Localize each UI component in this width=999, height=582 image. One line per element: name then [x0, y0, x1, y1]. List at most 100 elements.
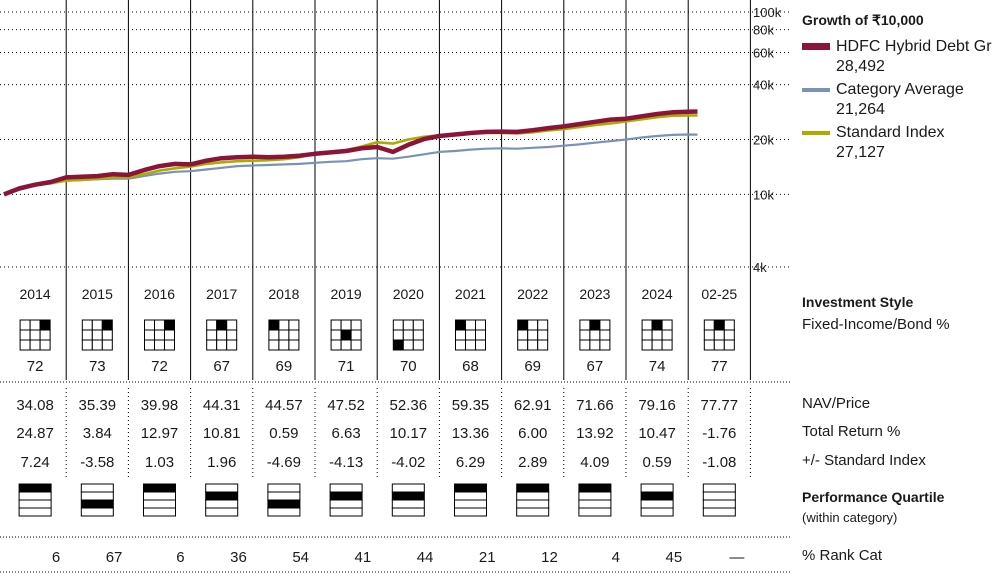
fixed-income-pct: 77 [711, 358, 728, 375]
style-box [330, 319, 362, 351]
rank-value: 44 [417, 549, 434, 566]
quartile-box-row [702, 499, 736, 509]
quartile-box-row [702, 491, 736, 501]
style-box-cell [216, 319, 228, 331]
style-box-cell [278, 319, 290, 331]
quartile-box-row [640, 483, 674, 493]
style-box-cell [226, 319, 238, 331]
row-value: -4.13 [329, 454, 363, 471]
row-value: 3.84 [83, 425, 112, 442]
performance-quartile-label: Performance Quartile [802, 489, 945, 505]
fixed-income-pct: 69 [524, 358, 541, 375]
row-value: 0.59 [269, 425, 298, 442]
legend-entry-index: Standard Index 27,127 [802, 123, 997, 163]
style-box-cell [713, 329, 725, 341]
fixed-income-pct: 68 [462, 358, 479, 375]
style-box-cell [402, 339, 414, 351]
investment-style-sublabel: Fixed-Income/Bond % [802, 316, 950, 333]
style-box-cell [579, 319, 591, 331]
investment-style-label: Investment Style [802, 294, 914, 310]
row-value: 13.36 [452, 425, 490, 442]
style-box-cell [527, 329, 539, 341]
style-box-cell [144, 329, 155, 341]
rank-value: 6 [52, 549, 60, 566]
style-box-cell [101, 319, 113, 331]
row-value: 13.92 [576, 425, 614, 442]
style-box-cell [412, 339, 424, 351]
style-box-cell [392, 329, 404, 341]
quartile-box-row [267, 507, 301, 517]
quartile-box-row [516, 499, 550, 509]
style-box-cell [651, 319, 663, 331]
style-box-cell [537, 329, 549, 341]
style-box-cell [350, 329, 362, 341]
rank-value: 21 [479, 549, 496, 566]
year-label-2016: 2016 [144, 286, 175, 302]
style-box-cell [465, 339, 476, 351]
row-value: 12.97 [141, 425, 179, 442]
style-box-cell [39, 319, 51, 331]
row-value: 44.31 [203, 397, 241, 414]
quartile-box-row [143, 507, 176, 517]
quartile-box-row [267, 499, 301, 509]
rank-value: 12 [541, 549, 558, 566]
quartile-box-row [143, 483, 176, 493]
style-box-cell [39, 339, 51, 351]
style-box-cell [101, 329, 113, 341]
fixed-income-pct: 72 [27, 358, 44, 375]
style-box-cell [29, 339, 41, 351]
style-box-cell [465, 329, 476, 341]
style-box-cell [517, 339, 529, 351]
row-value: 0.59 [642, 454, 671, 471]
style-box-cell [19, 329, 31, 341]
style-box-cell [144, 339, 155, 351]
style-box-cell [537, 319, 549, 331]
legend-swatch-hdfc [802, 43, 830, 50]
legend-label-category: Category Average [836, 81, 964, 98]
quartile-box-row [454, 507, 487, 517]
y-tick-60k: 60k [753, 45, 774, 60]
quartile-box-row [80, 483, 114, 493]
style-box-cell [91, 339, 103, 351]
style-box-cell [19, 319, 31, 331]
style-box-cell [278, 339, 290, 351]
quartile-box-row [329, 483, 363, 493]
legend-value-hdfc: 28,492 [836, 58, 885, 75]
row-value: 71.66 [576, 397, 614, 414]
quartile-box-row [143, 499, 176, 509]
legend-value-index: 27,127 [836, 144, 885, 161]
style-box-cell [154, 329, 165, 341]
row-value: 79.16 [638, 397, 676, 414]
y-tick-4k: 4k [753, 260, 767, 275]
fixed-income-pct: 73 [89, 358, 106, 375]
style-box-cell [641, 329, 653, 341]
style-box-cell [39, 329, 51, 341]
row-value: 39.98 [141, 397, 179, 414]
rank-value: 54 [292, 549, 309, 566]
legend-value-category: 21,264 [836, 101, 885, 118]
quartile-box-row [329, 491, 363, 501]
row-value: -4.69 [267, 454, 301, 471]
row-value: 34.08 [16, 397, 54, 414]
style-box-cell [19, 339, 31, 351]
style-box [144, 319, 175, 351]
fixed-income-pct: 67 [587, 358, 604, 375]
style-box-cell [350, 319, 362, 331]
style-box-cell [268, 319, 280, 331]
style-box-cell [206, 339, 218, 351]
fixed-income-pct: 67 [213, 358, 230, 375]
fixed-income-pct: 74 [649, 358, 666, 375]
style-box-cell [661, 339, 673, 351]
year-label-02-25: 02-25 [701, 286, 737, 302]
quartile-box-row [702, 483, 736, 493]
style-box-cell [288, 339, 300, 351]
style-box-cell [164, 339, 175, 351]
legend-entry-category: Category Average 21,264 [802, 80, 997, 120]
quartile-box-row [391, 483, 425, 493]
style-box-cell [164, 329, 175, 341]
rank-value: 41 [355, 549, 372, 566]
fixed-income-pct: 69 [276, 358, 293, 375]
style-box-cell [350, 339, 362, 351]
style-box-cell [703, 319, 715, 331]
quartile-box-row [18, 483, 52, 493]
